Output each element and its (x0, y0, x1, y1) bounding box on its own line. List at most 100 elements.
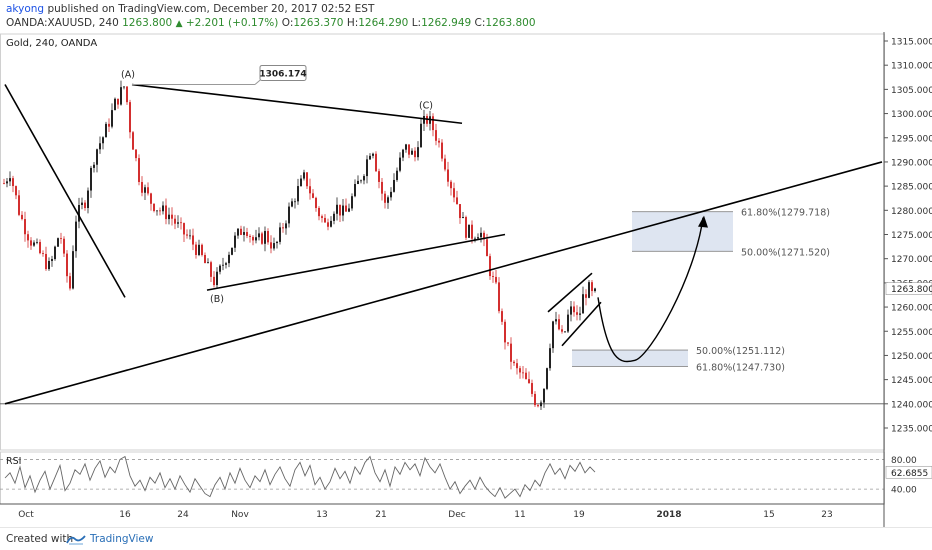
candle-body (168, 214, 170, 220)
candle-body (327, 222, 329, 227)
candle-body (441, 142, 443, 159)
candle-body (546, 368, 548, 389)
main-price-pane: Gold, 240, OANDA 61.80%(1279.718) 50.00%(1… (0, 33, 885, 451)
tradingview-brand-link[interactable]: TradingView (90, 533, 154, 545)
candle-body (117, 98, 119, 105)
footer: Created with TradingView (0, 527, 932, 550)
candle-body (438, 140, 440, 143)
high-label: H: (346, 17, 359, 29)
candle-body (96, 149, 98, 165)
time-axis-label: 11 (514, 510, 525, 520)
candle-body (21, 214, 23, 220)
candle-body (138, 158, 140, 183)
price-axis-label: 1270.000 (891, 255, 932, 265)
time-axis-label: Dec (448, 510, 465, 520)
wave-label: (B) (210, 294, 224, 305)
candle-body (474, 238, 476, 240)
candle-body (525, 372, 527, 380)
time-axis-label: Nov (231, 510, 249, 520)
time-axis-label: 23 (821, 510, 832, 520)
candle-body (276, 241, 278, 244)
price-axis-label: 1255.000 (891, 328, 932, 338)
fib-label: 61.80%(1247.730) (696, 362, 785, 373)
candle-body (384, 193, 386, 203)
candle-body (90, 167, 92, 191)
candle-body (180, 222, 182, 224)
candle-body (540, 402, 542, 407)
candle-body (417, 147, 419, 158)
candle-body (99, 143, 101, 150)
candle-body (492, 276, 494, 277)
price-axis-label: 1300.000 (891, 110, 932, 120)
rsi-line (4, 455, 596, 499)
candle-body (243, 232, 245, 235)
candle-body (60, 238, 62, 239)
rsi-level-label: 80.00 (891, 456, 917, 466)
wave-label: (C) (419, 101, 433, 112)
candle-body (126, 86, 128, 103)
candle-body (507, 342, 509, 344)
candle-body (108, 123, 110, 127)
candle-body (477, 237, 479, 239)
candle-body (549, 348, 551, 369)
price-axis-label: 1295.000 (891, 134, 932, 144)
rsi-label: RSI (6, 456, 21, 467)
candle-body (378, 171, 380, 182)
candle-body (555, 319, 557, 322)
candle-body (201, 244, 203, 255)
candle-body (174, 218, 176, 224)
candle-body (543, 388, 545, 403)
price-callout-box (259, 64, 307, 81)
rsi-value-label: 62.6855 (891, 469, 928, 479)
candle-body (360, 180, 362, 182)
candle-body (369, 155, 371, 160)
candle-body (288, 206, 290, 224)
candle-body (375, 153, 377, 172)
candle-body (501, 311, 503, 322)
candle-body (273, 243, 275, 249)
candle-body (144, 187, 146, 193)
candle-body (537, 405, 539, 407)
fib-label: 50.00%(1251.112) (696, 346, 785, 357)
candle-body (192, 235, 194, 245)
time-axis-label: 16 (119, 510, 131, 520)
trendline (131, 83, 463, 125)
candle-body (582, 294, 584, 314)
candle-body (513, 361, 515, 364)
candle-body (408, 144, 410, 155)
candle-body (78, 204, 80, 222)
candle-body (267, 231, 269, 243)
low-value: 1262.949 (421, 17, 472, 29)
price-axis-label: 1305.000 (891, 86, 932, 96)
time-axis-label: Oct (18, 510, 34, 520)
price-axis-label: 1285.000 (891, 183, 932, 193)
candle-body (63, 238, 65, 254)
candle-body (312, 193, 314, 198)
price-callout-label: 1306.174 (259, 69, 306, 79)
candle-body (480, 232, 482, 238)
candle-body (456, 197, 458, 205)
candle-body (531, 383, 533, 394)
candle-body (24, 219, 26, 235)
candle-body (216, 271, 218, 286)
username-link[interactable]: akyong (6, 3, 45, 15)
candle-body (351, 196, 353, 209)
candle-body (519, 368, 521, 373)
candle-body (45, 253, 47, 270)
candle-body (189, 235, 191, 237)
candle-body (489, 256, 491, 277)
candle-body (462, 217, 464, 219)
trendline (4, 161, 883, 405)
time-axis-label: 13 (316, 510, 327, 520)
trendline (561, 301, 602, 347)
published-text: published on TradingView.com, December 2… (47, 3, 375, 15)
candle-body (591, 282, 593, 292)
candle-body (561, 329, 563, 332)
close-label: C: (474, 17, 486, 29)
price-chart[interactable]: Gold, 240, OANDA 61.80%(1279.718) 50.00%(1… (0, 32, 932, 527)
candle-body (51, 259, 53, 261)
candle-body (300, 178, 302, 187)
candle-body (387, 197, 389, 203)
candle-body (135, 149, 137, 159)
candle-body (162, 205, 164, 212)
